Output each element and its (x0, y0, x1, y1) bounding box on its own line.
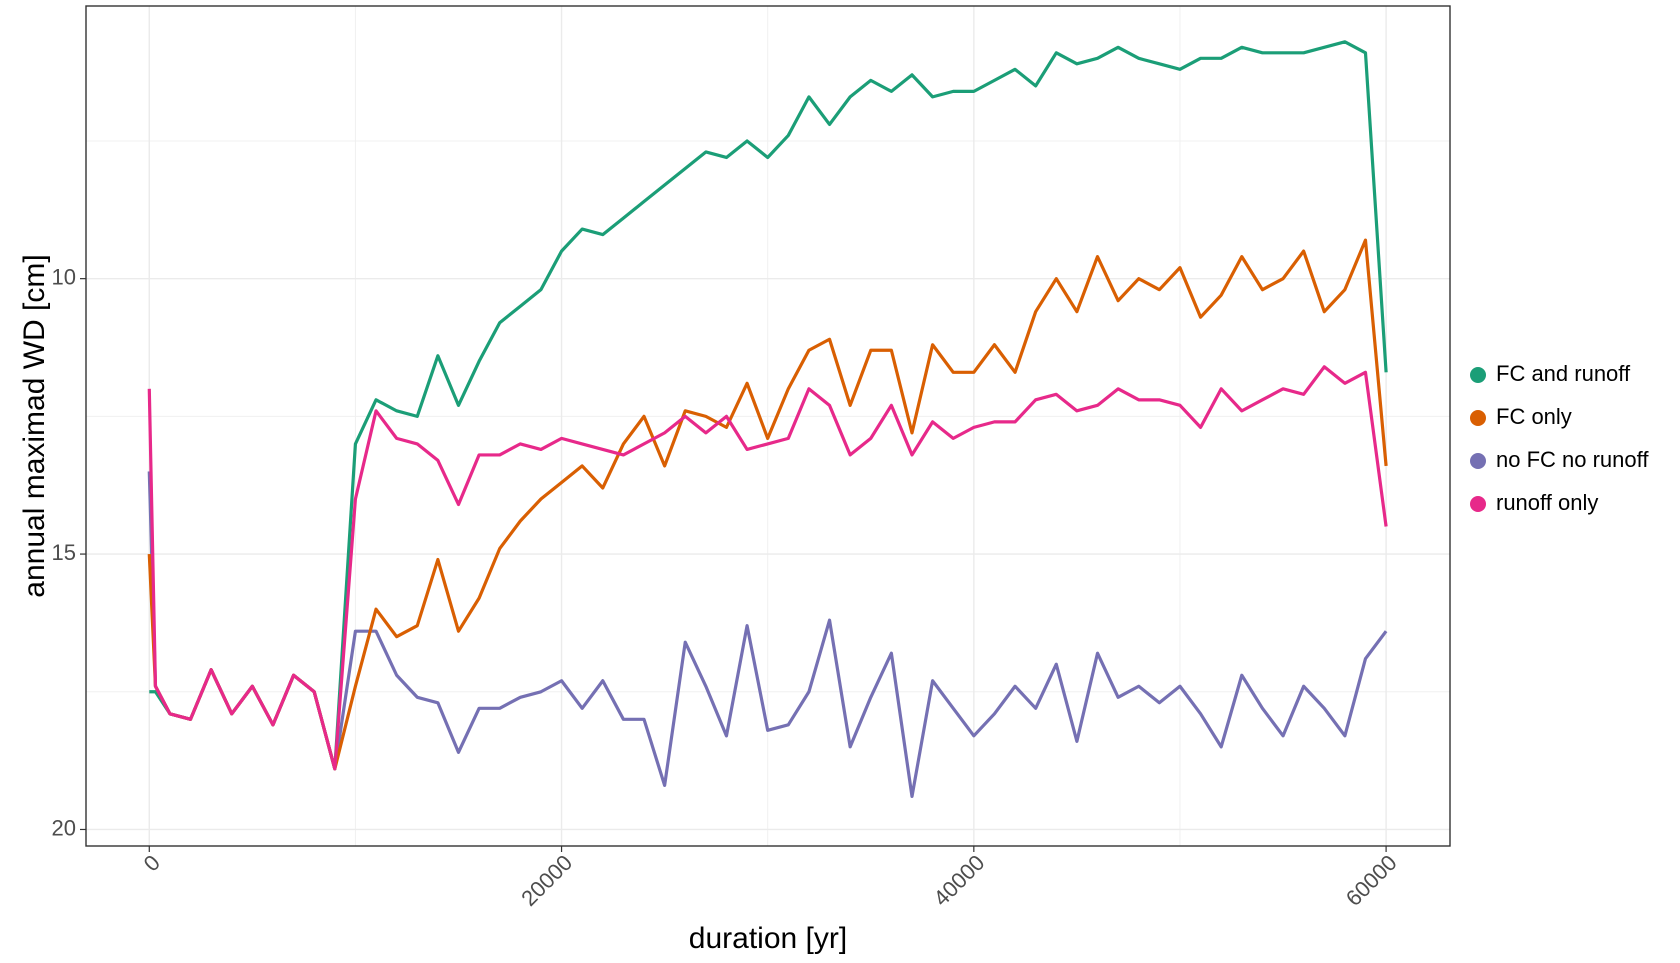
plot-border (85, 5, 1451, 847)
legend-key (1470, 496, 1486, 512)
y-tick-label: 10 (52, 264, 76, 289)
x-tick-label: 60000 (1341, 850, 1402, 911)
x-tick-label: 20000 (516, 850, 577, 911)
legend-label: FC only (1496, 404, 1572, 429)
legend-label: no FC no runoff (1496, 447, 1649, 472)
series-line (147, 238, 1388, 771)
y-tick-label: 15 (52, 540, 76, 565)
legend-label: FC and runoff (1496, 361, 1631, 386)
x-tick-label: 0 (139, 850, 165, 876)
legend-key (1470, 410, 1486, 426)
series-line (147, 365, 1388, 771)
y-tick-label: 20 (52, 815, 76, 840)
legend-key (1470, 367, 1486, 383)
legend-label: runoff only (1496, 490, 1598, 515)
legend-key (1470, 453, 1486, 469)
series-line (147, 471, 1388, 799)
x-tick-label: 40000 (929, 850, 990, 911)
x-axis-title: duration [yr] (689, 922, 847, 955)
y-axis-title: annual maximad WD [cm] (18, 254, 51, 597)
